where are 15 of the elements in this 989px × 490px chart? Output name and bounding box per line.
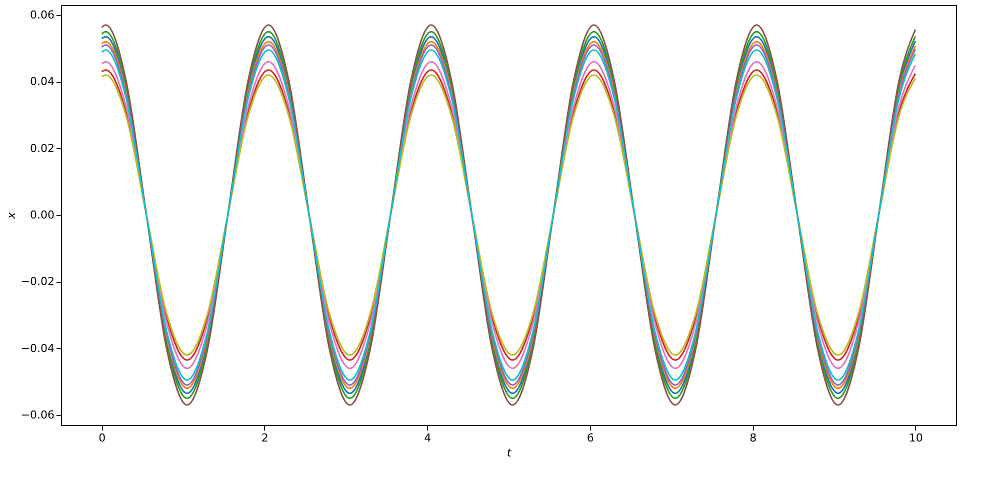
x-tick-label: 4	[424, 432, 432, 444]
y-axis-title: x	[4, 212, 18, 220]
y-tick-label: 0.06	[30, 8, 54, 22]
y-tick-label: −0.02	[20, 275, 54, 288]
x-tick-label: 2	[261, 432, 268, 444]
y-tick-label: 0.02	[30, 142, 54, 155]
x-tick-label: 0	[98, 432, 106, 444]
y-tick-label: −0.06	[20, 408, 54, 422]
y-tick-label: 0.04	[30, 75, 54, 88]
x-axis-title: t	[506, 446, 512, 460]
x-tick-label: 6	[586, 432, 594, 444]
x-tick-label: 8	[750, 432, 757, 444]
x-tick-label: 10	[908, 432, 923, 444]
y-tick-label: 0.00	[30, 208, 54, 222]
y-tick-label: −0.04	[20, 342, 54, 355]
